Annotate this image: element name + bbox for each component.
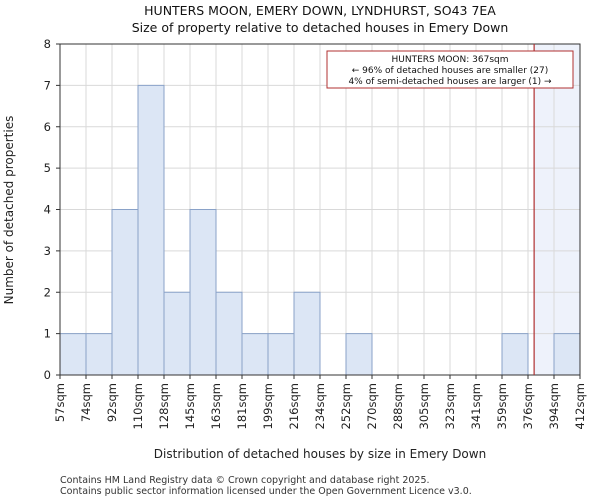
bar-252sqm bbox=[345, 333, 373, 376]
bar-216sqm bbox=[293, 291, 321, 376]
x-tick-label: 145sqm bbox=[183, 383, 197, 429]
y-tick-label: 6 bbox=[44, 120, 51, 134]
x-tick-label: 323sqm bbox=[443, 383, 457, 429]
x-tick-label: 57sqm bbox=[53, 383, 67, 422]
annotation-line-3: 4% of semi-detached houses are larger (1… bbox=[348, 77, 552, 87]
x-tick-label: 74sqm bbox=[79, 383, 93, 422]
x-tick-label: 128sqm bbox=[157, 383, 171, 429]
x-tick-label: 163sqm bbox=[209, 383, 223, 429]
x-tick-label: 288sqm bbox=[391, 383, 405, 429]
x-tick-label: 359sqm bbox=[495, 383, 509, 429]
y-axis-label: Number of detached properties bbox=[2, 116, 16, 305]
x-tick-label: 376sqm bbox=[521, 383, 535, 429]
x-axis-label: Distribution of detached houses by size … bbox=[154, 447, 486, 461]
y-tick-label: 2 bbox=[44, 285, 51, 299]
footer-line-2: Contains public sector information licen… bbox=[60, 486, 472, 497]
chart-subtitle: Size of property relative to detached ho… bbox=[132, 20, 509, 35]
bar-110sqm bbox=[137, 84, 165, 376]
bar-92sqm bbox=[111, 209, 139, 376]
x-tick-label: 92sqm bbox=[105, 383, 119, 422]
x-tick-label: 270sqm bbox=[365, 383, 379, 429]
y-tick-label: 1 bbox=[44, 327, 51, 341]
bar-128sqm bbox=[163, 291, 191, 376]
bar-163sqm bbox=[215, 291, 243, 376]
chart-title: HUNTERS MOON, EMERY DOWN, LYNDHURST, SO4… bbox=[144, 3, 496, 18]
x-tick-label: 181sqm bbox=[235, 383, 249, 429]
bar-74sqm bbox=[85, 333, 113, 376]
bar-199sqm bbox=[267, 333, 295, 376]
x-tick-label: 216sqm bbox=[287, 383, 301, 429]
annotation-box: HUNTERS MOON: 367sqm ← 96% of detached h… bbox=[326, 50, 574, 89]
x-tick-label: 305sqm bbox=[417, 383, 431, 429]
y-tick-label: 0 bbox=[44, 368, 51, 382]
x-tick-label: 394sqm bbox=[547, 383, 561, 429]
footer-line-1: Contains HM Land Registry data © Crown c… bbox=[60, 475, 430, 486]
annotation-line-1: HUNTERS MOON: 367sqm bbox=[391, 55, 508, 65]
y-tick-label: 3 bbox=[44, 244, 51, 258]
bar-181sqm bbox=[241, 333, 269, 376]
x-tick-label: 412sqm bbox=[573, 383, 587, 429]
y-tick-label: 7 bbox=[44, 78, 51, 92]
bar-394sqm bbox=[553, 333, 581, 376]
bar-57sqm bbox=[59, 333, 87, 376]
x-tick-label: 199sqm bbox=[261, 383, 275, 429]
bar-359sqm bbox=[501, 333, 529, 376]
x-tick-label: 234sqm bbox=[313, 383, 327, 429]
x-tick-label: 341sqm bbox=[469, 383, 483, 429]
y-tick-label: 8 bbox=[44, 37, 51, 51]
y-tick-label: 4 bbox=[44, 203, 51, 217]
x-tick-label: 252sqm bbox=[339, 383, 353, 429]
x-tick-label: 110sqm bbox=[131, 383, 145, 429]
y-tick-label: 5 bbox=[44, 161, 51, 175]
x-axis-ticks: 57sqm 74sqm 92sqm 110sqm 128sqm 145sqm 163sqm 1… bbox=[53, 375, 587, 429]
annotation-line-2: ← 96% of detached houses are smaller (27… bbox=[352, 66, 549, 76]
bar-145sqm bbox=[189, 209, 217, 376]
y-axis-ticks: 0 1 2 3 4 5 6 7 8 bbox=[44, 37, 60, 382]
bars-group bbox=[59, 84, 581, 376]
